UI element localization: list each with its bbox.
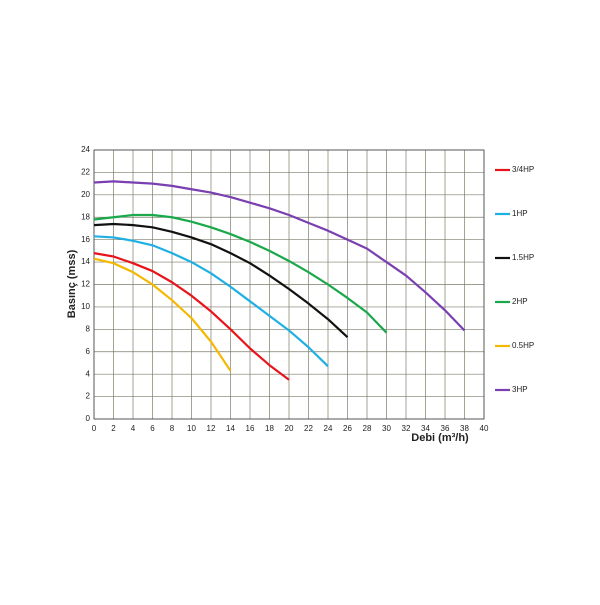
x-tick-label: 8 [170, 424, 175, 433]
x-tick-label: 22 [304, 424, 313, 433]
y-tick-label: 24 [81, 145, 90, 154]
legend-label: 3/4HP [512, 165, 534, 174]
series-line [93, 180, 466, 332]
legend-label: 1.5HP [512, 253, 534, 262]
y-tick-label: 6 [86, 347, 91, 356]
y-tick-label: 12 [81, 280, 90, 289]
x-tick-label: 0 [92, 424, 97, 433]
x-tick-label: 40 [480, 424, 489, 433]
y-tick-label: 16 [81, 235, 90, 244]
x-axis-label: Debi (m³/h) [411, 432, 469, 444]
y-tick-label: 0 [86, 414, 91, 423]
x-tick-label: 16 [246, 424, 255, 433]
y-tick-label: 2 [86, 392, 91, 401]
x-tick-label: 2 [111, 424, 116, 433]
x-tick-label: 20 [285, 424, 294, 433]
x-tick-label: 36 [441, 424, 450, 433]
x-tick-label: 6 [150, 424, 155, 433]
x-tick-label: 10 [187, 424, 196, 433]
legend-label: 1HP [512, 209, 528, 218]
y-tick-label: 8 [86, 324, 91, 333]
series-line [93, 222, 349, 338]
x-tick-label: 14 [226, 424, 235, 433]
x-tick-label: 18 [265, 424, 274, 433]
series-line [93, 257, 232, 372]
series-line [93, 213, 388, 334]
series-line [93, 252, 290, 381]
legend-label: 3HP [512, 385, 528, 394]
x-tick-label: 34 [421, 424, 430, 433]
y-axis-label: Basınç (mss) [66, 249, 78, 318]
legend-label: 2HP [512, 297, 528, 306]
x-tick-label: 38 [460, 424, 469, 433]
y-tick-label: 20 [81, 190, 90, 199]
y-tick-label: 18 [81, 212, 90, 221]
y-tick-label: 22 [81, 168, 90, 177]
x-tick-label: 26 [343, 424, 352, 433]
legend-label: 0.5HP [512, 341, 534, 350]
x-tick-label: 30 [382, 424, 391, 433]
x-tick-label: 32 [402, 424, 411, 433]
x-tick-label: 24 [324, 424, 333, 433]
y-tick-label: 10 [81, 302, 90, 311]
x-tick-label: 12 [207, 424, 216, 433]
y-tick-label: 4 [86, 369, 91, 378]
x-tick-label: 4 [131, 424, 136, 433]
series-line [93, 235, 329, 368]
x-tick-label: 28 [363, 424, 372, 433]
plot-border [93, 149, 485, 420]
y-tick-label: 14 [81, 257, 90, 266]
